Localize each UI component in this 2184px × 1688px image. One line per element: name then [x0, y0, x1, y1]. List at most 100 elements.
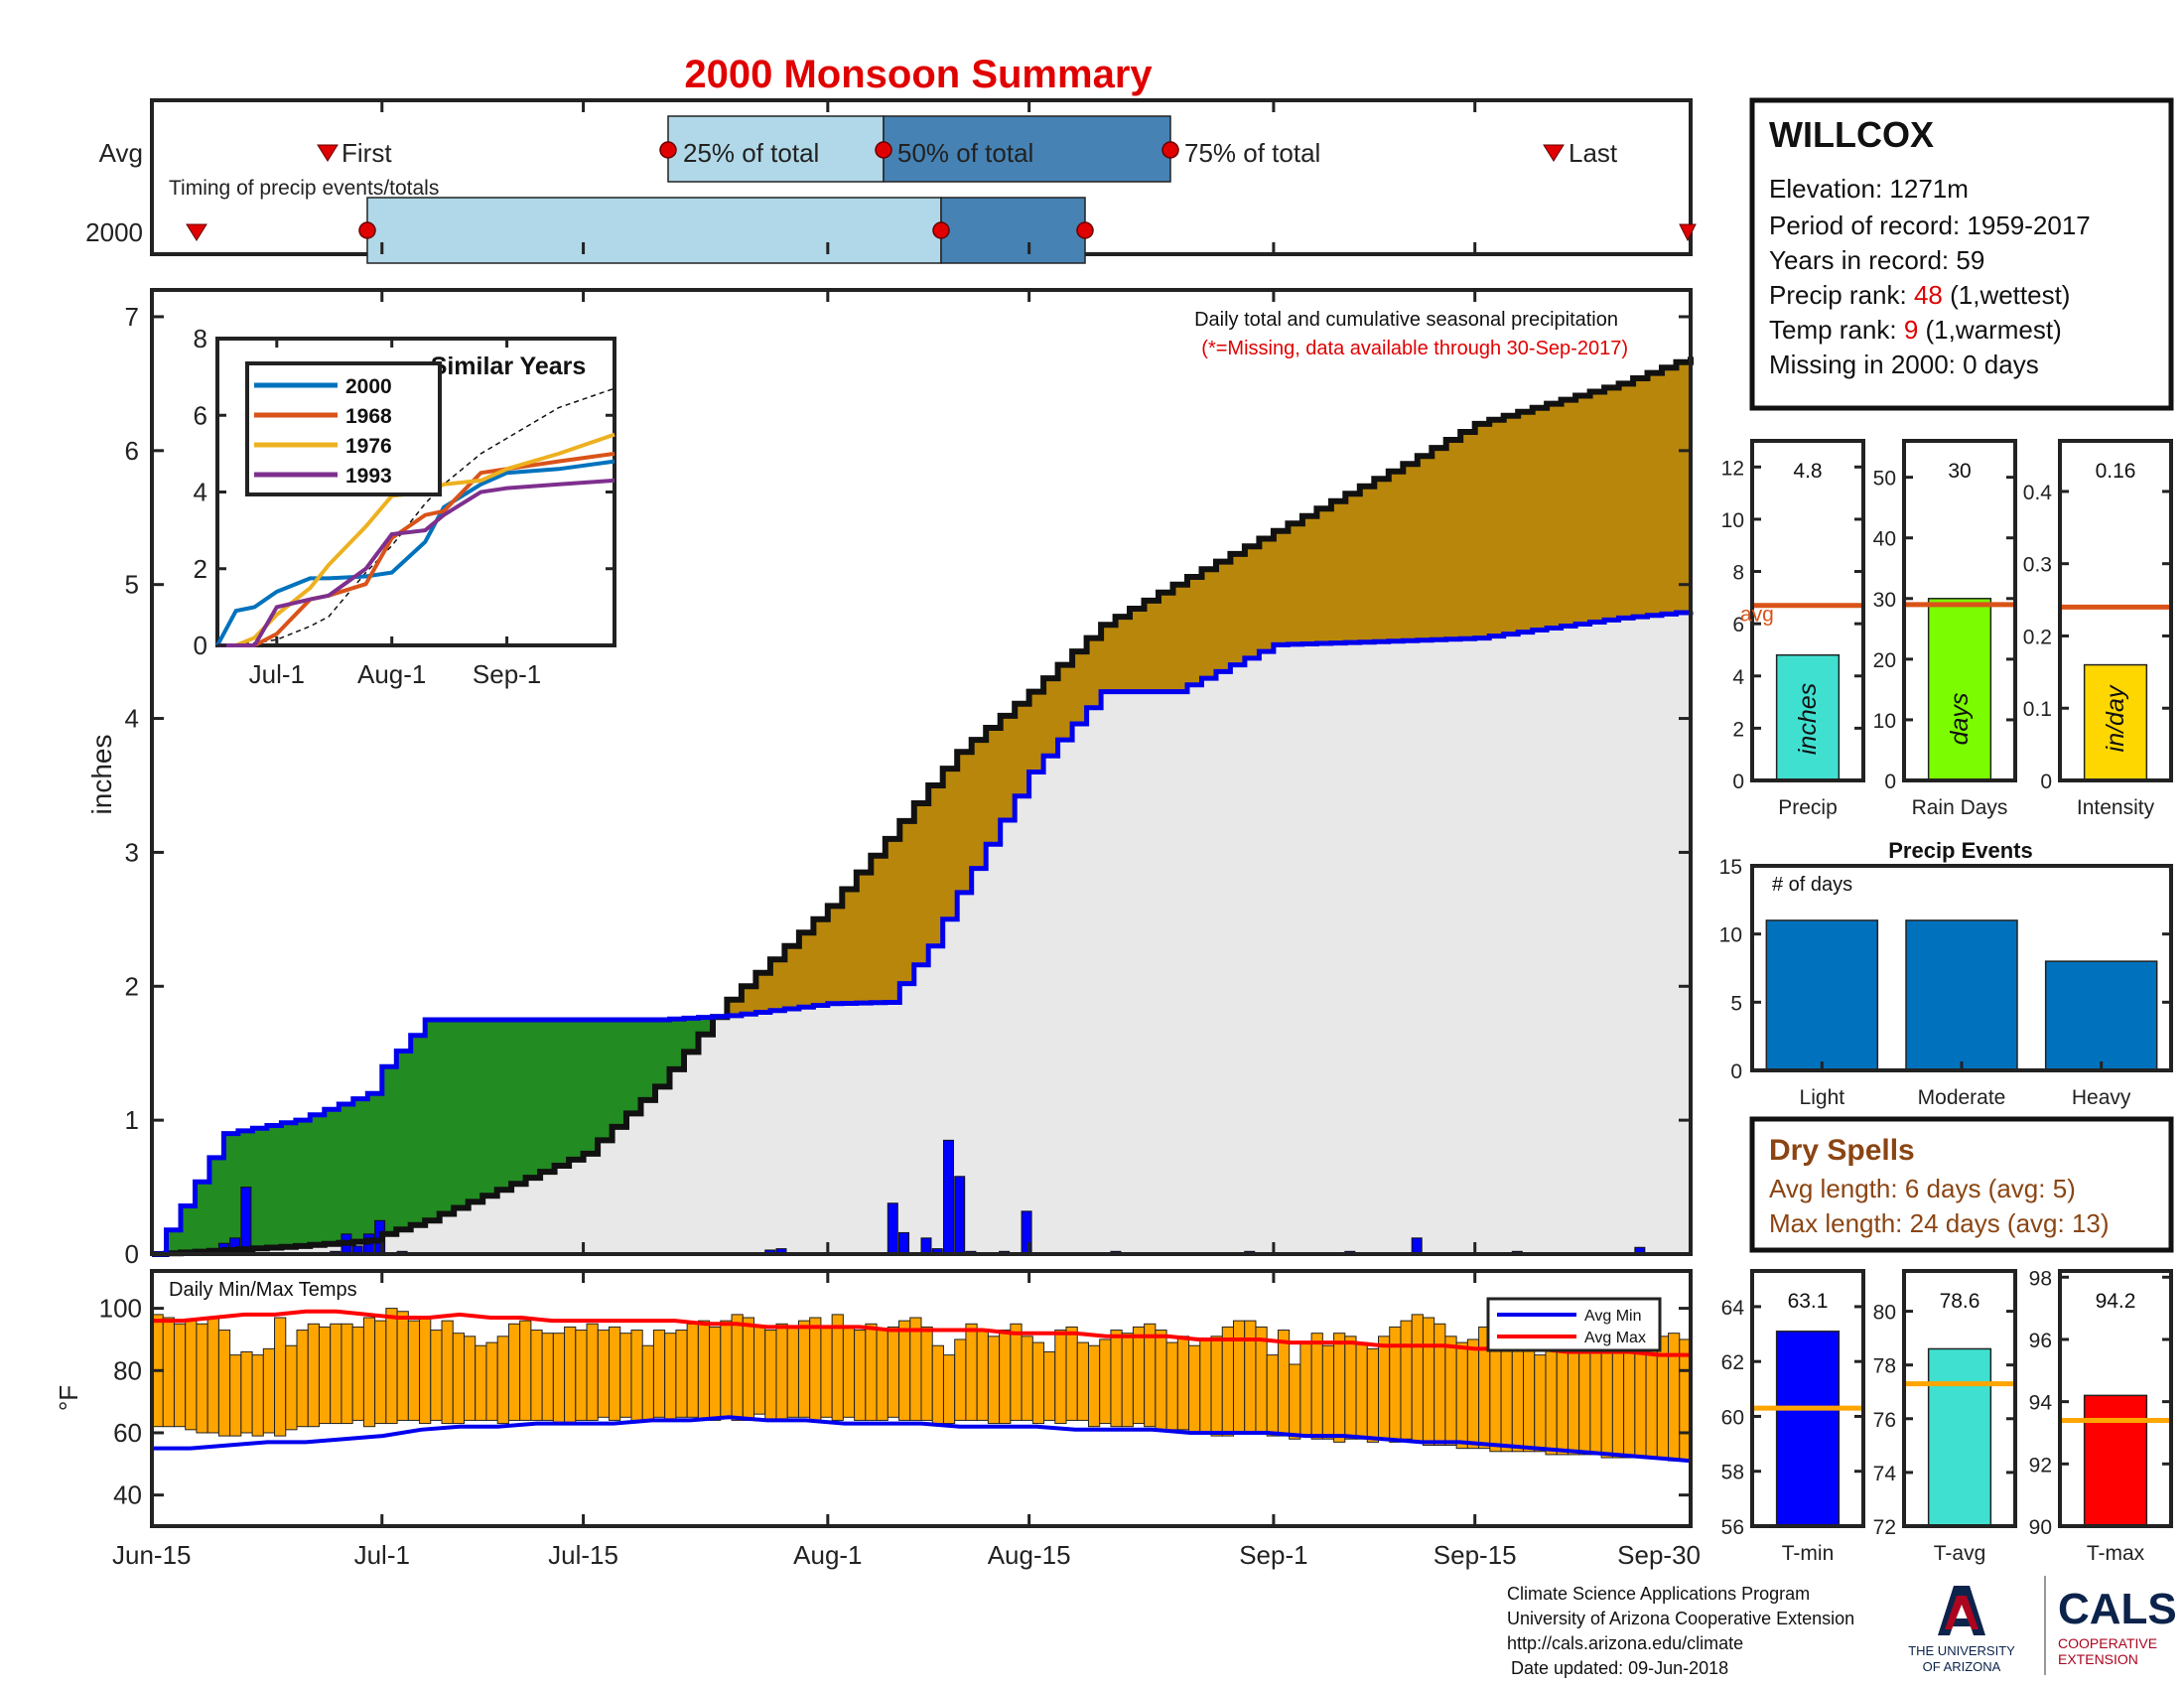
temp-range-bar: [475, 1344, 487, 1421]
tmin-xlabel: T-min: [1782, 1542, 1835, 1565]
events-title: Precip Events: [1888, 838, 2033, 863]
temp-range-bar: [262, 1347, 276, 1434]
below-curve-fill: [554, 1165, 570, 1254]
below-curve-fill: [1503, 633, 1519, 1254]
tmax-y-label: 96: [2029, 1330, 2052, 1352]
temps-label: Daily Min/Max Temps: [169, 1279, 357, 1301]
above-avg-fill: [208, 1157, 225, 1251]
below-curve-fill: [598, 1140, 614, 1254]
x-tick-label: Jul-1: [354, 1540, 410, 1570]
below-avg-fill: [1144, 600, 1160, 692]
inset-x-label: Aug-1: [357, 659, 426, 689]
tmin-bar: [1775, 1331, 1841, 1527]
below-curve-fill: [266, 1247, 282, 1254]
daily-precip-bar: [942, 1139, 954, 1255]
below-curve-fill: [913, 964, 929, 1254]
rain-days-y-label: 50: [1873, 468, 1896, 491]
below-curve-fill: [1604, 620, 1620, 1254]
below-avg-fill: [1301, 515, 1317, 644]
ua-line2: OF ARIZONA: [1923, 1659, 2001, 1674]
below-curve-fill: [454, 1207, 470, 1254]
timing-avg-50-75: [883, 115, 1171, 183]
y-tick-label: 0: [125, 1239, 139, 1269]
below-curve-fill: [1561, 626, 1576, 1254]
below-avg-fill: [1604, 387, 1620, 621]
below-curve-fill: [1244, 657, 1261, 1254]
tmax-y-label: 98: [2029, 1267, 2052, 1290]
below-curve-fill: [324, 1243, 340, 1254]
temp-range-bar: [597, 1330, 611, 1418]
below-curve-fill: [540, 1172, 556, 1254]
below-curve-fill: [1301, 643, 1317, 1254]
below-avg-fill: [1000, 715, 1016, 821]
p50-marker-2000: [932, 221, 950, 239]
precip-y-label: 0: [1732, 771, 1744, 793]
x-tick-label: Jun-15: [112, 1540, 192, 1570]
p75-marker-avg: [1161, 141, 1179, 159]
temp-range-bar: [809, 1317, 822, 1421]
below-curve-fill: [1215, 671, 1232, 1254]
below-avg-fill: [842, 889, 858, 1004]
precip-avg-label: avg: [1740, 604, 1774, 627]
above-avg-fill: [612, 1019, 627, 1127]
timing-2000-25-50: [366, 197, 942, 264]
temps-panel: 40 60 80 100 Daily Min/Max Temps °F Avg Min…: [54, 1269, 1693, 1528]
below-curve-fill: [971, 868, 987, 1254]
below-avg-fill: [1201, 569, 1217, 679]
above-avg-fill: [195, 1182, 210, 1252]
ua-logo-icon: THE UNIVERSITY OF ARIZONA: [1908, 1586, 2015, 1674]
temp-range-bar: [541, 1333, 554, 1421]
precip-y-label: 4: [1732, 666, 1744, 689]
below-curve-fill: [655, 1086, 671, 1254]
temp-range-bar: [652, 1330, 666, 1418]
daily-precip-bar: [920, 1237, 932, 1255]
below-curve-fill: [511, 1184, 527, 1254]
below-curve-fill: [281, 1246, 297, 1254]
below-curve-fill: [1359, 641, 1375, 1254]
temp-range-bar: [1266, 1354, 1279, 1437]
below-avg-fill: [769, 959, 785, 1011]
below-curve-fill: [525, 1178, 541, 1254]
above-avg-fill: [511, 1019, 527, 1185]
rain-days-value: 30: [1948, 460, 1971, 483]
temp-range-bar: [206, 1317, 219, 1434]
below-curve-fill: [1489, 635, 1505, 1254]
below-avg-fill: [1489, 419, 1505, 636]
temp-range-bar: [954, 1338, 967, 1421]
rain-days-bar-label: days: [1946, 693, 1974, 746]
temp-range-bar: [185, 1320, 198, 1431]
tmin-value: 63.1: [1788, 1290, 1829, 1313]
p50-label: 50% of total: [897, 138, 1033, 168]
above-avg-fill: [454, 1019, 470, 1208]
p50-marker-avg: [875, 141, 892, 159]
legend-avg-min: Avg Min: [1584, 1308, 1642, 1325]
below-curve-fill: [1547, 628, 1563, 1254]
rain-days-bar: [1927, 598, 1992, 781]
y-tick-label: 7: [125, 302, 139, 332]
above-avg-fill: [180, 1205, 197, 1253]
station-years: Years in record: 59: [1769, 245, 1984, 275]
below-curve-fill: [1403, 640, 1419, 1254]
below-avg-fill: [755, 972, 771, 1013]
below-curve-fill: [669, 1068, 685, 1254]
below-avg-fill: [1647, 372, 1663, 616]
tavg-y-label: 80: [1873, 1302, 1896, 1325]
inset-x-label: Sep-1: [473, 659, 541, 689]
temp-range-bar: [385, 1308, 398, 1425]
above-avg-fill: [496, 1019, 512, 1191]
below-curve-fill: [1647, 615, 1663, 1254]
ua-line1: THE UNIVERSITY: [1908, 1643, 2015, 1658]
rain-days-frame: [1902, 439, 2017, 782]
temp-range-bar: [1255, 1326, 1268, 1434]
temp-range-bar: [1333, 1333, 1346, 1443]
precip-value: 4.8: [1793, 460, 1822, 483]
below-avg-fill: [942, 769, 958, 919]
temp-range-bar: [831, 1314, 844, 1421]
season-stat-charts: 0 2 4 6 8 10 12 4.8 inches avg Precip 0 10 20 30 40 50 30…: [1721, 439, 2173, 819]
above-avg-fill: [425, 1019, 441, 1221]
above-avg-fill: [281, 1122, 297, 1247]
above-avg-fill: [223, 1133, 239, 1250]
main-ylabel: inches: [86, 735, 117, 815]
temp-range-bar: [374, 1320, 387, 1425]
below-avg-fill: [741, 986, 757, 1015]
